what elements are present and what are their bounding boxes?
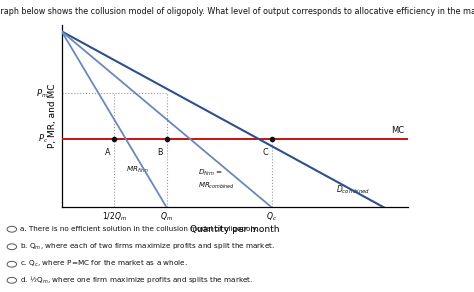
Text: MC: MC xyxy=(391,126,404,135)
Text: c. Q$_{c}$, where P=MC for the market as a whole.: c. Q$_{c}$, where P=MC for the market as… xyxy=(20,259,188,269)
Text: $D_{firm}=$: $D_{firm}=$ xyxy=(198,168,222,178)
Text: $D_{combined}$: $D_{combined}$ xyxy=(336,184,370,196)
Text: $MR_{firm}$: $MR_{firm}$ xyxy=(126,164,149,175)
X-axis label: Quantity per month: Quantity per month xyxy=(190,225,279,234)
Text: B: B xyxy=(157,148,163,157)
Text: b. Q$_{m}$, where each of two firms maximize profits and split the market.: b. Q$_{m}$, where each of two firms maxi… xyxy=(20,242,275,252)
Text: d. ½Q$_{m}$, where one firm maximize profits and splits the market.: d. ½Q$_{m}$, where one firm maximize pro… xyxy=(20,275,254,286)
Text: $P_m$: $P_m$ xyxy=(36,87,48,100)
Text: $P_c$: $P_c$ xyxy=(38,133,48,145)
Text: C: C xyxy=(262,148,268,157)
Text: A: A xyxy=(105,148,110,157)
Text: a. There is no efficient solution in the collusion model of oligopoly.: a. There is no efficient solution in the… xyxy=(20,226,258,232)
Text: $MR_{combined}$: $MR_{combined}$ xyxy=(198,181,235,191)
Y-axis label: P, MR, and MC: P, MR, and MC xyxy=(48,84,57,148)
Text: The graph below shows the collusion model of oligopoly. What level of output cor: The graph below shows the collusion mode… xyxy=(0,7,474,16)
